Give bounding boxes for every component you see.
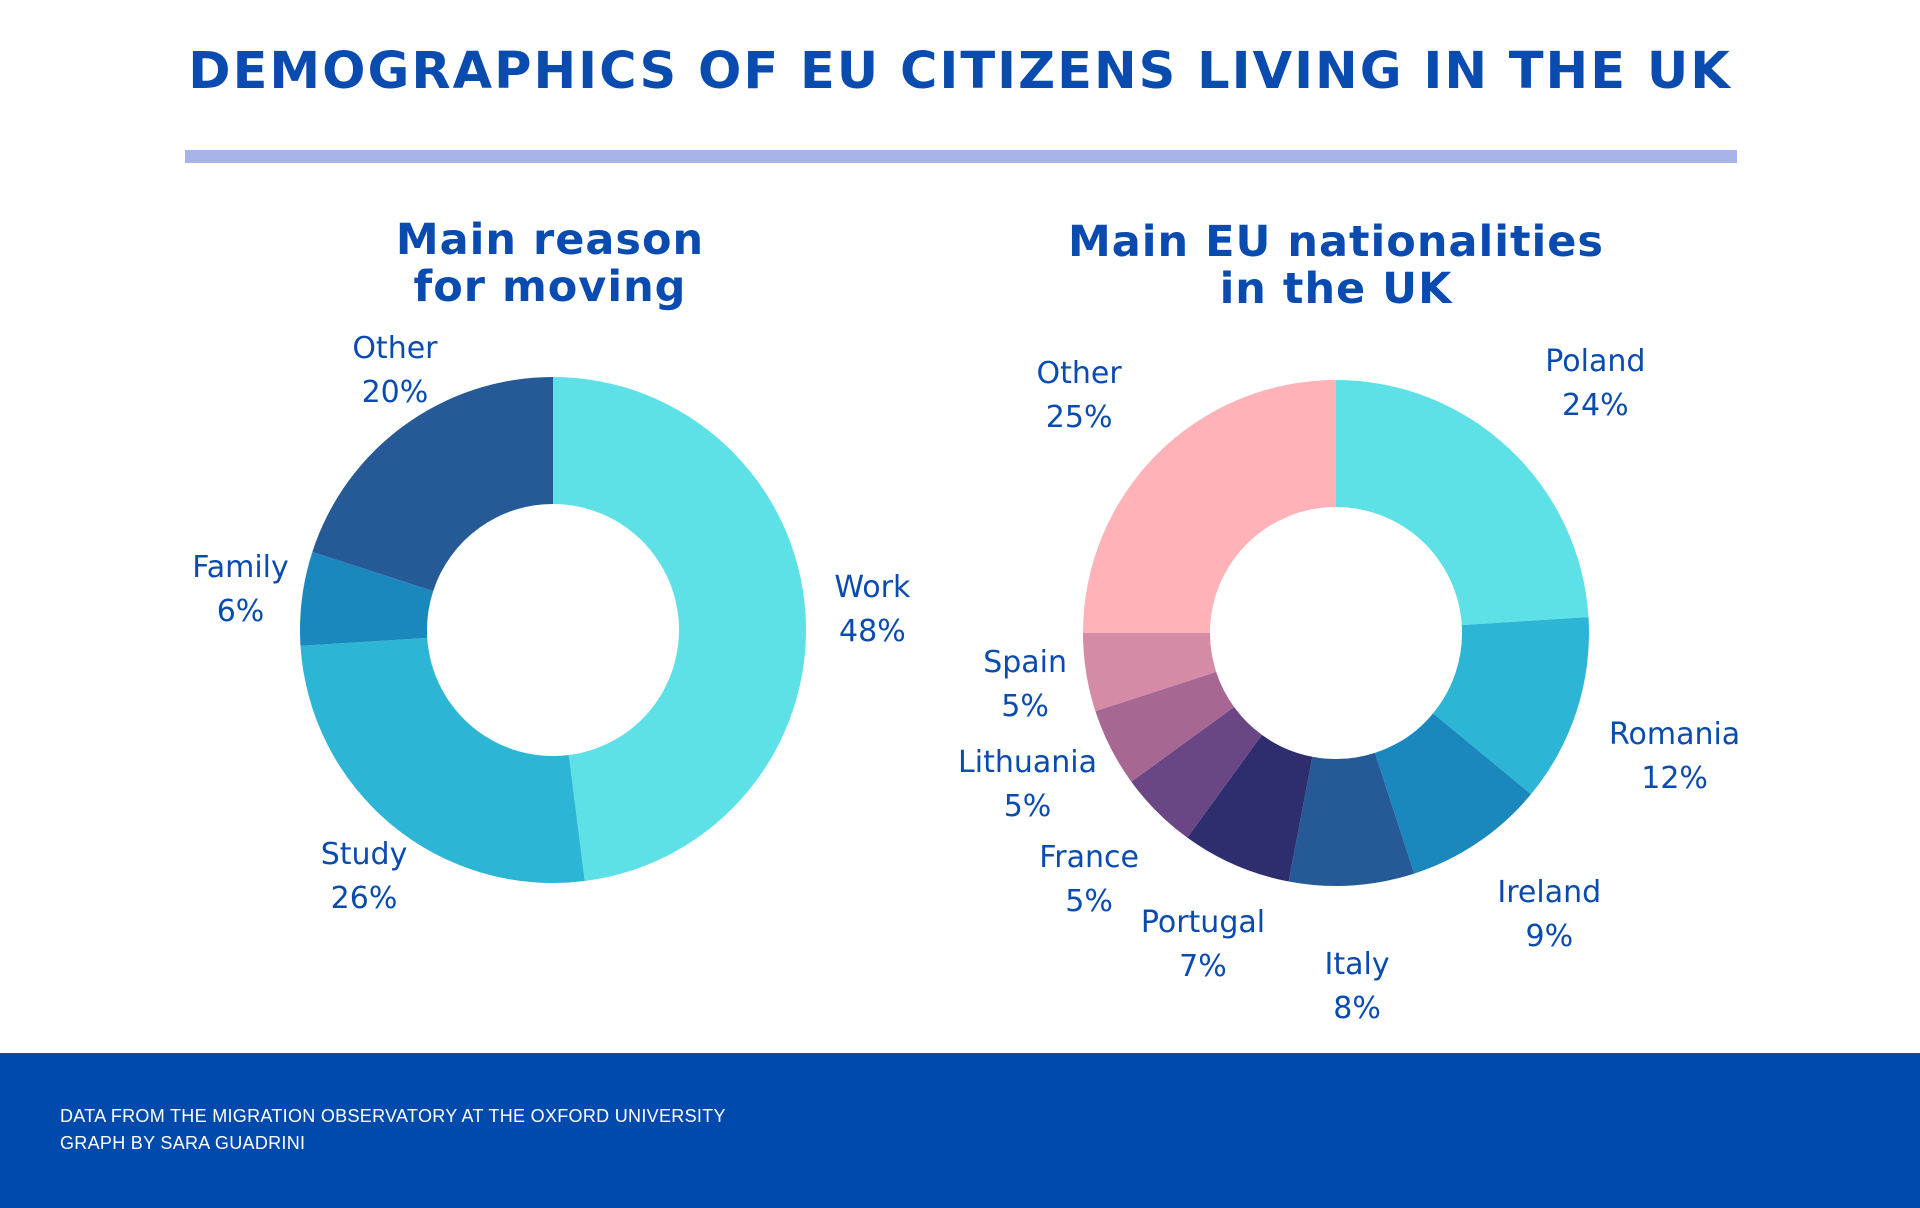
slice-name: Work [834, 569, 911, 605]
slice-label-romania: Romania 12% [1609, 713, 1740, 801]
slice-poland [1336, 380, 1589, 626]
slice-name: Lithuania [958, 745, 1097, 781]
slice-other [1083, 380, 1336, 633]
slice-value: 5% [1003, 789, 1052, 825]
slice-label-poland: Poland 24% [1545, 340, 1645, 428]
slice-value: 20% [361, 375, 429, 411]
slice-value: 12% [1641, 760, 1708, 796]
slice-name: Family [192, 549, 289, 585]
slice-portugal [1187, 734, 1313, 882]
chart-title-nationalities: Main EU nationalities in the UK [1036, 219, 1636, 313]
slice-family [299, 551, 434, 646]
slice-other [312, 377, 553, 592]
slice-label-ireland: Ireland 9% [1497, 871, 1601, 959]
slice-value: 5% [1065, 883, 1113, 919]
donut-reason-for-moving [299, 377, 807, 883]
slice-label-other: Other 25% [1037, 352, 1122, 440]
slice-name: Other [1036, 356, 1122, 392]
chart-title-reason-line-2: for moving [413, 262, 687, 312]
slice-name: Poland [1545, 343, 1646, 379]
slice-value: 25% [1045, 400, 1113, 436]
slice-name: Study [320, 836, 408, 872]
slice-lithuania [1095, 671, 1235, 782]
slice-italy [1288, 752, 1415, 887]
slice-romania [1433, 617, 1589, 795]
chart-title-nationalities-line-2: in the UK [1219, 264, 1453, 314]
slice-label-work: Work 48% [834, 566, 910, 654]
slice-name: Other [352, 331, 438, 367]
slice-label-italy: Italy 8% [1324, 943, 1389, 1031]
slice-value: 8% [1333, 991, 1381, 1027]
chart-title-reason: Main reason for moving [350, 217, 750, 311]
slice-label-other: Other 20% [352, 327, 437, 415]
slice-france [1131, 707, 1262, 838]
chart-title-reason-line-1: Main reason [395, 215, 705, 265]
slice-value: 9% [1525, 919, 1574, 955]
slice-name: Spain [983, 645, 1068, 681]
slice-value: 5% [1001, 689, 1049, 725]
slice-work [553, 377, 807, 882]
slice-label-lithuania: Lithuania 5% [958, 741, 1097, 829]
slice-label-study: Study 26% [321, 833, 408, 921]
slice-label-portugal: Portugal 7% [1141, 901, 1265, 989]
slice-name: Portugal [1140, 905, 1266, 941]
main-title: DEMOGRAPHICS OF EU CITIZENS LIVING IN TH… [188, 42, 1732, 101]
chart-title-nationalities-line-1: Main EU nationalities [1067, 217, 1604, 267]
footer-bar: DATA FROM THE MIGRATION OBSERVATORY AT T… [0, 1053, 1920, 1208]
slice-spain [1083, 633, 1217, 712]
slice-label-family: Family 6% [192, 546, 289, 634]
slice-name: Ireland [1497, 875, 1602, 911]
slice-value: 7% [1179, 949, 1227, 985]
slice-ireland [1374, 713, 1531, 874]
slice-value: 6% [216, 593, 265, 629]
slice-name: Italy [1324, 947, 1390, 983]
slice-name: Romania [1608, 716, 1741, 752]
slice-label-spain: Spain 5% [983, 641, 1067, 729]
donut-eu-nationalities [1083, 380, 1589, 887]
footer-source: DATA FROM THE MIGRATION OBSERVATORY AT T… [60, 1106, 726, 1126]
footer-credit: GRAPH BY SARA GUADRINI [60, 1133, 306, 1153]
slice-label-france: France 5% [1039, 836, 1139, 924]
slice-value: 24% [1561, 387, 1629, 423]
charts-canvas [299, 377, 1589, 887]
slice-value: 48% [839, 613, 906, 649]
title-divider [185, 150, 1737, 163]
slice-value: 26% [330, 880, 398, 916]
slice-name: France [1039, 839, 1139, 875]
slice-study [300, 637, 585, 883]
